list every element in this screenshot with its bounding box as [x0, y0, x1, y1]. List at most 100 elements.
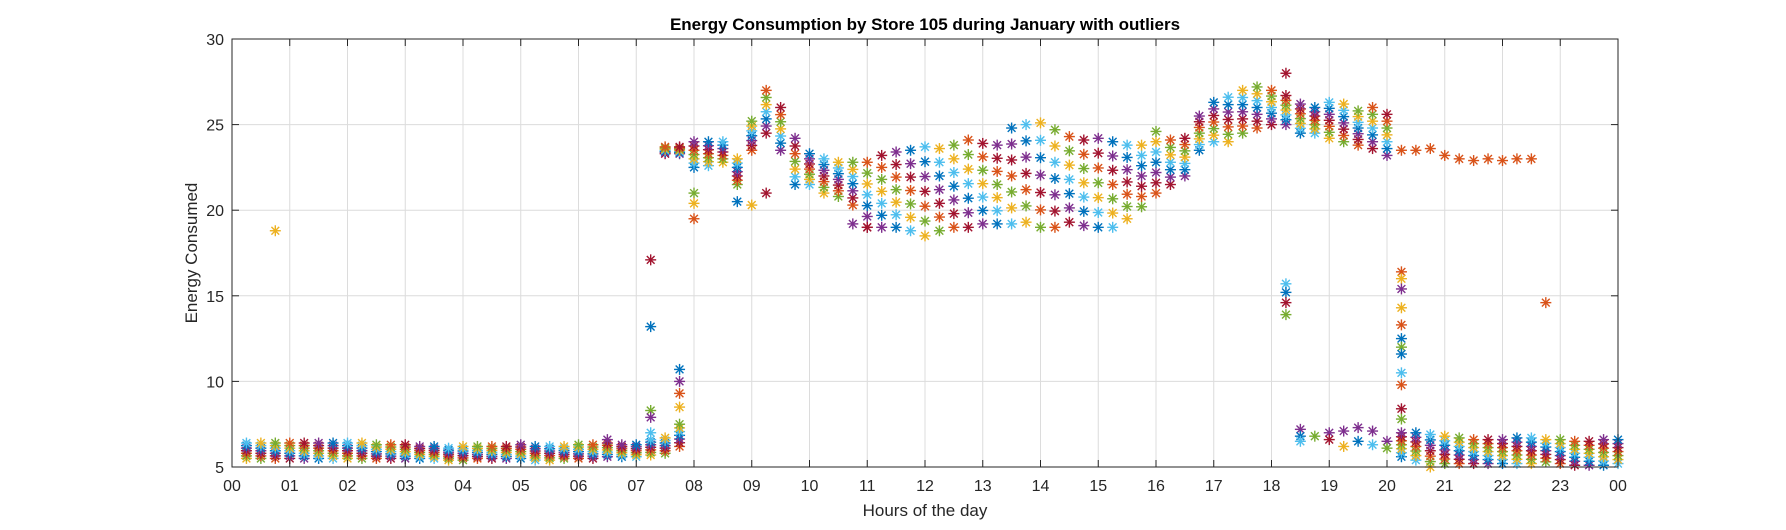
- data-point: [1352, 435, 1364, 447]
- data-point: [1251, 88, 1263, 100]
- data-point: [645, 321, 657, 333]
- data-point: [962, 163, 974, 175]
- data-point: [933, 225, 945, 237]
- data-point: [731, 196, 743, 208]
- x-tick-label: 18: [1263, 478, 1281, 495]
- data-point: [1179, 132, 1191, 144]
- data-point: [573, 439, 584, 451]
- data-point: [948, 194, 960, 206]
- data-point: [1309, 430, 1321, 442]
- data-point: [1121, 200, 1133, 212]
- data-point: [919, 171, 931, 183]
- data-point: [933, 156, 945, 168]
- data-point: [1424, 143, 1436, 155]
- x-tick-label: 01: [281, 478, 299, 495]
- data-point: [804, 148, 815, 160]
- data-point: [1035, 152, 1046, 164]
- data-point: [890, 146, 902, 158]
- data-point: [1410, 144, 1422, 156]
- data-point: [1251, 81, 1263, 93]
- data-point: [1150, 177, 1162, 189]
- data-point: [847, 156, 859, 168]
- data-point: [948, 139, 960, 151]
- data-point: [991, 139, 1003, 151]
- data-point: [674, 418, 686, 430]
- x-tick-label: 00: [223, 478, 241, 495]
- data-point: [1035, 117, 1046, 129]
- data-point: [775, 101, 787, 113]
- x-tick-label: 03: [396, 478, 414, 495]
- x-tick-label: 00: [1609, 478, 1627, 495]
- data-point: [1237, 84, 1249, 96]
- data-point: [731, 153, 743, 165]
- data-point: [1006, 122, 1018, 134]
- data-point: [1049, 221, 1061, 233]
- x-tick-label: 14: [1032, 478, 1050, 495]
- data-point: [876, 149, 888, 161]
- data-point: [1367, 129, 1379, 141]
- x-tick-label: 12: [916, 478, 934, 495]
- chart-title: Energy Consumption by Store 105 during J…: [670, 15, 1180, 34]
- data-point: [1049, 189, 1061, 201]
- data-point: [1468, 155, 1480, 167]
- data-point: [760, 84, 772, 96]
- data-point: [1006, 170, 1018, 182]
- data-point: [1395, 427, 1407, 439]
- data-point: [674, 387, 686, 399]
- data-point: [1006, 186, 1018, 198]
- data-point: [977, 164, 989, 176]
- data-point: [702, 136, 714, 148]
- data-point: [327, 437, 339, 449]
- data-point: [1208, 109, 1220, 121]
- data-point: [659, 141, 671, 153]
- data-point: [876, 185, 888, 197]
- data-point: [890, 209, 902, 221]
- data-point: [847, 218, 859, 230]
- data-point: [919, 200, 931, 212]
- data-point: [890, 196, 902, 208]
- data-point: [861, 200, 873, 212]
- data-point: [847, 185, 859, 197]
- data-point: [515, 439, 527, 451]
- data-point: [890, 159, 902, 171]
- data-point: [1121, 188, 1133, 200]
- data-point: [1294, 435, 1306, 447]
- data-point: [255, 437, 267, 449]
- x-tick-label: 16: [1147, 478, 1165, 495]
- data-point: [1395, 348, 1407, 360]
- data-point: [746, 199, 758, 211]
- data-point: [674, 375, 686, 387]
- data-point: [1395, 283, 1407, 295]
- data-point: [1107, 179, 1119, 191]
- data-point: [1078, 177, 1090, 189]
- data-point: [1208, 96, 1220, 108]
- data-point: [1092, 132, 1104, 144]
- data-point: [1020, 151, 1032, 163]
- data-point: [1063, 188, 1075, 200]
- data-point: [1280, 297, 1292, 309]
- x-tick-label: 04: [454, 478, 472, 495]
- data-point: [919, 230, 931, 242]
- y-tick-label: 10: [206, 374, 224, 391]
- data-point: [1208, 103, 1220, 115]
- data-point: [818, 153, 830, 165]
- data-point: [1006, 218, 1018, 230]
- x-tick-label: 21: [1436, 478, 1454, 495]
- data-point: [1107, 221, 1119, 233]
- data-point: [1150, 156, 1162, 168]
- data-point: [876, 173, 888, 185]
- data-point: [529, 440, 541, 452]
- data-point: [558, 440, 570, 452]
- data-point: [298, 437, 310, 449]
- data-point: [1092, 221, 1104, 233]
- data-point: [601, 434, 613, 446]
- data-point: [905, 225, 917, 237]
- data-point: [905, 158, 917, 170]
- data-point: [876, 197, 888, 209]
- data-point: [933, 170, 945, 182]
- data-point: [1453, 432, 1465, 444]
- data-point: [1569, 435, 1581, 447]
- data-point: [1078, 163, 1090, 175]
- axis-ticks: 00 01 02 03 04 05 06 07 08 09 10 11 12 13 14 15 16 17 18 19…: [206, 32, 1627, 495]
- data-point: [674, 141, 686, 153]
